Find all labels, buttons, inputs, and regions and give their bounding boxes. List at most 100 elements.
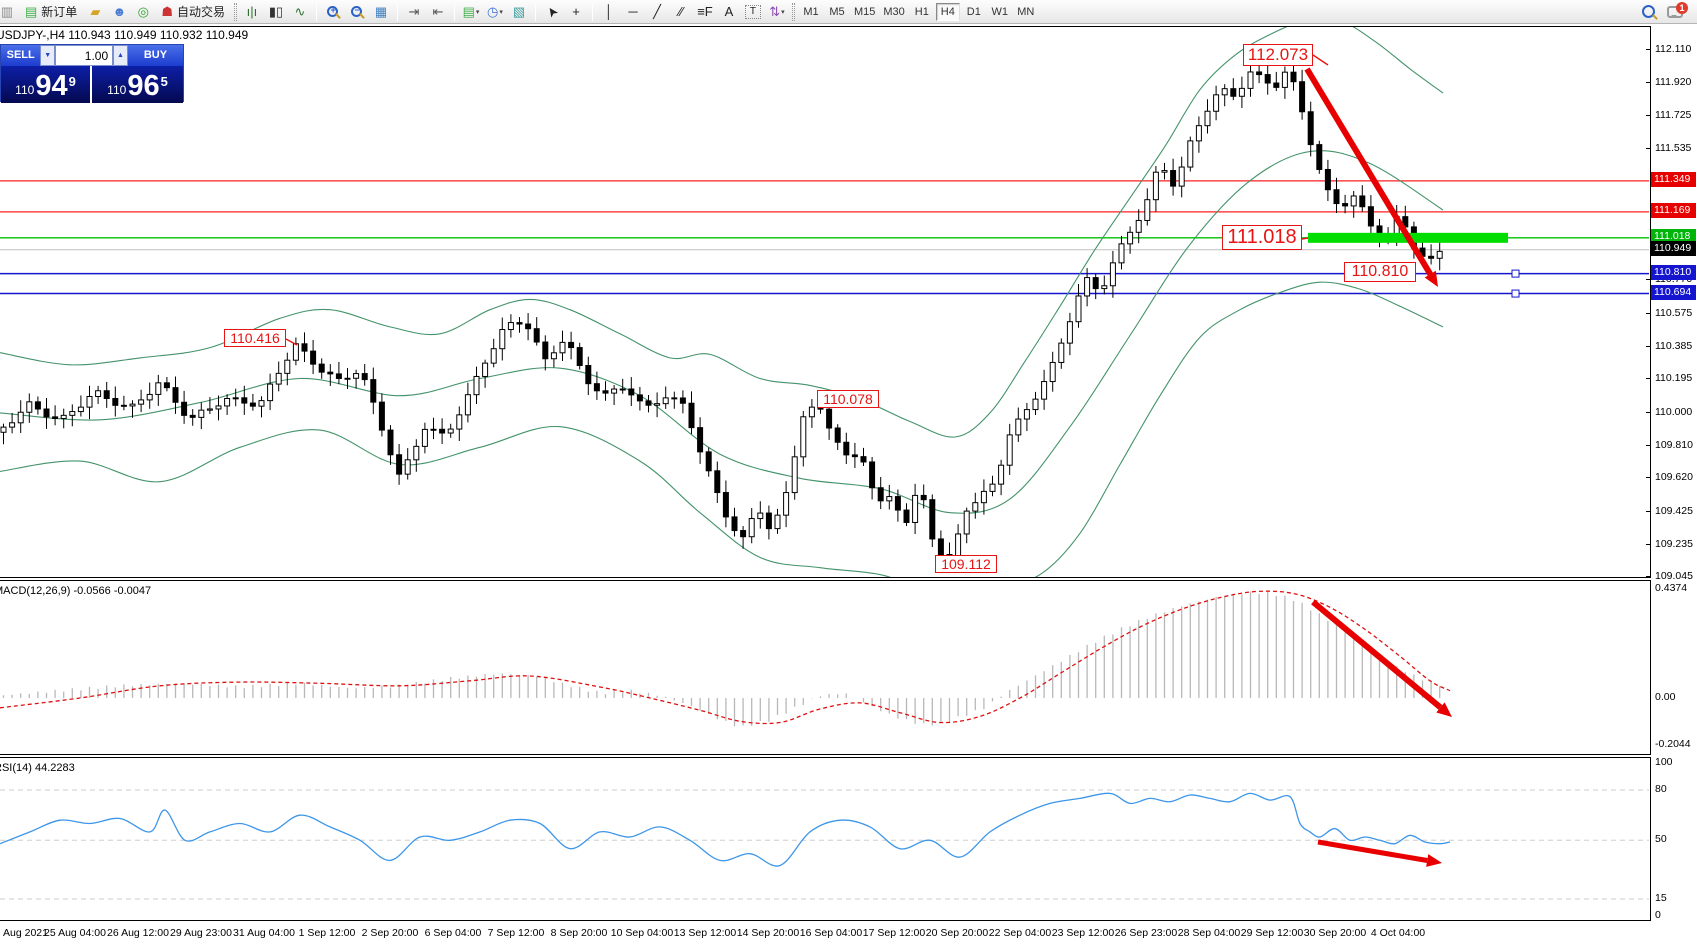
candle-body [697, 427, 704, 453]
candle-body [559, 341, 566, 354]
line-chart-icon[interactable]: ∿ [289, 2, 311, 22]
line-handle[interactable] [1511, 269, 1520, 278]
auto-trading-button[interactable]: ☗ 自动交易 [156, 2, 230, 22]
macd-pane[interactable] [0, 580, 1651, 755]
price-annotation[interactable]: 109.112 [935, 555, 997, 574]
new-order-button-label: 新订单 [41, 5, 78, 19]
date-label: 29 Aug 23:00 [170, 927, 232, 939]
chat-icon[interactable]: 1 [1667, 1, 1688, 18]
candlestick-chart-icon[interactable]: ▮▯ [265, 2, 287, 22]
price-annotation[interactable]: 110.416 [224, 329, 286, 348]
horizontal-line-icon[interactable]: ─ [622, 2, 644, 22]
candle-body [920, 494, 927, 501]
timeframe-H4[interactable]: H4 [935, 2, 960, 21]
trendline-icon[interactable]: ╱ [646, 2, 668, 22]
sell-price[interactable]: 110 94 9 [1, 66, 92, 103]
dropdown-arrow-icon[interactable]: ▾ [781, 8, 785, 16]
candle-body [1101, 285, 1108, 290]
new-chart-icon[interactable]: ▤ ▾ [460, 2, 482, 22]
clipped-toolbar-icon[interactable]: ▥ [0, 2, 18, 22]
candle-body [318, 363, 325, 373]
periods-icon[interactable]: ◷ ▾ [484, 2, 506, 22]
chart-shift-icon[interactable]: ⇤ [427, 2, 449, 22]
candle-body [1118, 243, 1125, 264]
timeframe-D1[interactable]: D1 [966, 5, 981, 18]
label-icon[interactable]: T [742, 2, 764, 22]
fibonacci-icon[interactable]: ≡F [694, 2, 716, 22]
auto-scroll-icon[interactable]: ⇥ [403, 2, 425, 22]
navigator-icon: ☻ [112, 4, 127, 19]
timeframe-M5[interactable]: M5 [829, 5, 845, 18]
timeframe-M1[interactable]: M1 [803, 5, 819, 18]
volume-input[interactable] [55, 45, 114, 66]
candle-body [894, 496, 901, 511]
timeframe-W1[interactable]: W1 [991, 5, 1009, 18]
timeframe-M30[interactable]: M30 [883, 5, 905, 18]
buy-price-prefix: 110 [107, 83, 127, 97]
date-label: 17 Sep 12:00 [862, 927, 926, 939]
boll-lower-band [0, 281, 1444, 577]
date-label: 6 Sep 04:00 [424, 927, 482, 939]
tile-windows-icon[interactable]: ▦ [370, 2, 392, 22]
candle-body [1324, 168, 1331, 191]
market-watch-icon[interactable]: ▰ [84, 2, 106, 22]
candle-body [1350, 195, 1357, 207]
candle-body [714, 470, 721, 494]
main-chart-canvas[interactable] [0, 27, 1649, 577]
red-arrow[interactable] [1304, 67, 1433, 276]
candle-body [232, 397, 239, 400]
line-handle[interactable] [1511, 289, 1520, 298]
buy-button[interactable]: BUY [127, 45, 183, 66]
new-order-button[interactable]: ▤ 新订单 [20, 2, 82, 22]
buy-price[interactable]: 110 96 5 [92, 66, 183, 103]
templates-icon[interactable]: ▧ [508, 2, 530, 22]
price-tick: 109.045 [1655, 570, 1693, 583]
cursor-icon: ➤ [542, 3, 561, 21]
crosshair-icon[interactable]: + [565, 2, 587, 22]
candle-body [69, 411, 76, 416]
timeframe-M15[interactable]: M15 [853, 5, 876, 18]
arrows-icon[interactable]: ⇅ ▾ [766, 2, 788, 22]
date-label: 10 Sep 04:00 [610, 927, 674, 939]
sell-button[interactable]: SELL [1, 45, 41, 66]
sell-price-prefix: 110 [15, 83, 35, 97]
dropdown-arrow-icon[interactable]: ▾ [475, 8, 480, 16]
notification-badge: 1 [1676, 1, 1688, 14]
navigator-icon[interactable]: ☻ [108, 2, 130, 22]
red-arrow[interactable] [1311, 599, 1443, 710]
zoom-out-icon[interactable]: − [346, 2, 368, 22]
rsi-canvas[interactable] [0, 758, 1649, 920]
candle-body [327, 371, 334, 375]
macd-tick: -0.2044 [1655, 738, 1691, 750]
zoom-in-icon[interactable]: + [322, 2, 344, 22]
signals-icon[interactable]: ◎ [132, 2, 154, 22]
date-label: Aug 2021 [3, 927, 48, 939]
bar-chart-icon[interactable]: ı|ı [241, 2, 263, 22]
timeframe-MN[interactable]: MN [1017, 5, 1035, 18]
candle-body [387, 429, 394, 456]
price-annotation[interactable]: 110.810 [1344, 262, 1416, 283]
candle-body [181, 401, 188, 416]
text-icon[interactable]: A [718, 2, 740, 22]
rsi-pane[interactable] [0, 757, 1651, 921]
macd-canvas[interactable] [0, 581, 1649, 754]
price-badge: 110.810 [1651, 265, 1696, 281]
date-label: 13 Sep 12:00 [673, 927, 737, 939]
candle-body [1238, 87, 1245, 97]
red-arrow[interactable] [1317, 839, 1428, 863]
search-icon[interactable] [1642, 5, 1655, 18]
price-annotation[interactable]: 110.078 [817, 390, 879, 409]
dropdown-arrow-icon[interactable]: ▾ [499, 8, 503, 16]
volume-decrease-button[interactable]: ▼ [40, 45, 56, 66]
market-watch-icon: ▰ [90, 3, 101, 19]
vertical-line-icon[interactable]: │ [598, 2, 620, 22]
cursor-icon[interactable]: ➤ [541, 2, 563, 22]
channel-icon[interactable]: ∕∕ [670, 2, 692, 22]
candle-body [482, 362, 489, 377]
price-annotation[interactable]: 112.073 [1243, 44, 1313, 66]
timeframe-H1[interactable]: H1 [914, 5, 929, 18]
main-chart-pane[interactable] [0, 26, 1651, 578]
volume-increase-button[interactable]: ▲ [113, 45, 128, 66]
price-annotation[interactable]: 111.018 [1222, 225, 1302, 250]
date-label: 2 Sep 20:00 [361, 927, 419, 939]
